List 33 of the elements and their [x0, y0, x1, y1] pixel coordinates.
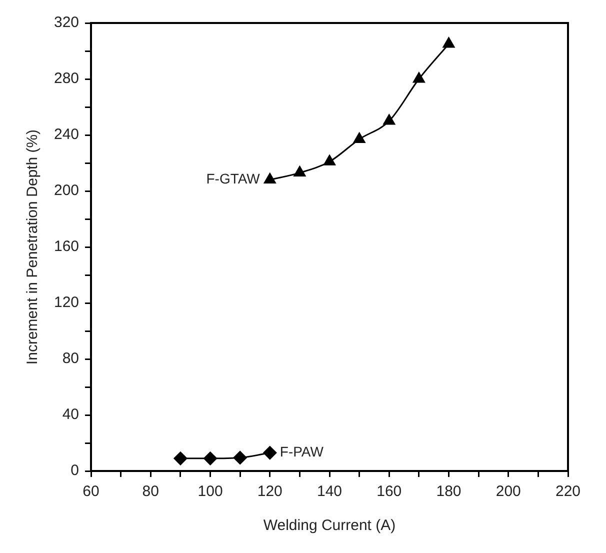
point [174, 452, 188, 466]
x-tick-label: 140 [317, 483, 342, 500]
y-tick-label: 320 [54, 14, 80, 32]
series-label: F-GTAW [206, 170, 261, 187]
x-tick-label: 180 [436, 483, 462, 500]
x-tick-label: 80 [142, 483, 159, 500]
x-tick-label: 200 [496, 483, 521, 500]
point [233, 450, 247, 464]
point [383, 114, 396, 125]
x-tick-label: 160 [376, 483, 402, 500]
x-tick-label: 220 [555, 483, 581, 500]
point [263, 446, 277, 460]
point [204, 452, 218, 466]
point [324, 154, 336, 166]
y-tick-label: 40 [62, 406, 80, 424]
point [413, 72, 425, 83]
y-tick-label: 240 [54, 126, 80, 144]
point [353, 132, 366, 143]
x-tick-label: 60 [82, 483, 100, 500]
y-tick-label: 200 [54, 182, 80, 200]
point [442, 37, 455, 48]
y-tick-label: 280 [54, 70, 80, 88]
point [294, 166, 306, 177]
y-tick-label: 80 [62, 350, 80, 368]
point [264, 173, 276, 184]
x-tick-label: 100 [198, 483, 223, 500]
y-tick-label: 160 [54, 238, 80, 256]
y-axis-title: Increment in Penetration Depth (%) [24, 129, 42, 365]
x-axis-title: Welding Current (A) [263, 517, 396, 534]
y-tick-label: 0 [70, 462, 80, 480]
y-tick-label: 120 [54, 294, 80, 312]
x-tick-label: 120 [257, 483, 282, 500]
series-label: F-PAW [280, 444, 324, 460]
